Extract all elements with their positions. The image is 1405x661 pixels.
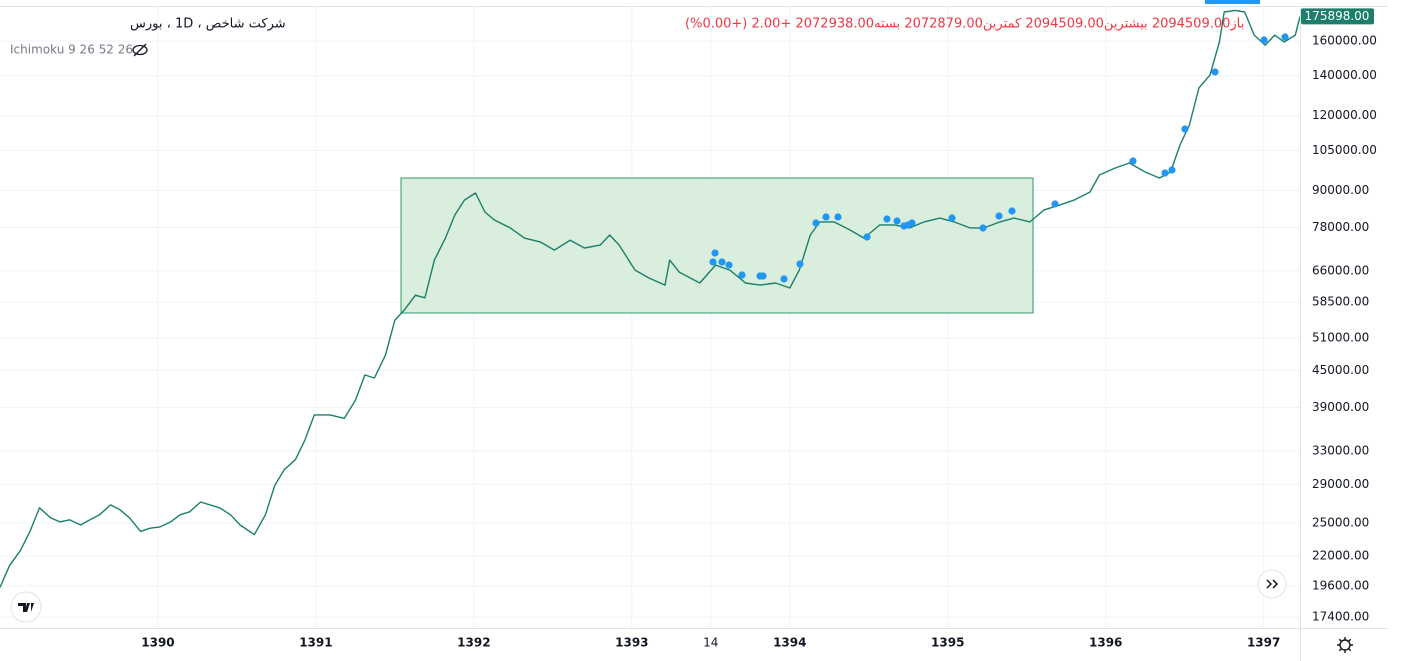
rectangle-drawing[interactable]	[400, 177, 1034, 314]
signal-dot	[979, 224, 987, 232]
tv-logo[interactable]	[10, 591, 42, 623]
y-tick-label: 17400.00	[1312, 610, 1369, 624]
hide-icon[interactable]	[132, 43, 148, 57]
signal-dot	[1211, 68, 1219, 76]
x-tick-label: 1390	[141, 636, 174, 650]
signal-dot	[908, 219, 916, 227]
plot	[0, 9, 1301, 588]
indicator-label: Ichimoku 9 26 52 26	[10, 43, 133, 57]
settings-icon[interactable]	[1337, 637, 1353, 653]
y-tick-label: 120000.00	[1312, 108, 1377, 122]
y-tick-label: 29000.00	[1312, 477, 1369, 491]
x-tick-label: 14	[703, 636, 718, 650]
x-tick-label: 1397	[1247, 636, 1280, 650]
last-price-box	[1301, 8, 1374, 25]
signal-markers	[709, 33, 1289, 283]
price-line	[0, 9, 1301, 588]
signal-dot	[1051, 200, 1059, 208]
signal-dot	[893, 217, 901, 225]
signal-dot	[1181, 125, 1189, 133]
y-tick-label: 105000.00	[1312, 143, 1377, 157]
last-price-label: 175898.00	[1305, 9, 1370, 23]
signal-dot	[759, 272, 767, 280]
x-tick-label: 1391	[299, 636, 332, 650]
x-tick-label: 1392	[457, 636, 490, 650]
signal-dot	[812, 219, 820, 227]
y-tick-label: 33000.00	[1312, 443, 1369, 457]
logo-mark[interactable]	[18, 603, 34, 612]
y-tick-label: 66000.00	[1312, 263, 1369, 277]
x-tick-label: 1396	[1089, 636, 1122, 650]
scroll-arrows[interactable]	[1266, 579, 1279, 589]
scroll-button[interactable]	[1257, 569, 1287, 599]
background	[0, 6, 1388, 661]
signal-dot	[709, 258, 717, 266]
y-tick-label: 58500.00	[1312, 295, 1369, 309]
y-tick-label: 25000.00	[1312, 515, 1369, 529]
y-tick-label: 39000.00	[1312, 400, 1369, 414]
signal-dot	[711, 249, 719, 257]
y-tick-label: 22000.00	[1312, 549, 1369, 563]
symbol-title: شرکت شاخص ، 1D ، بورس	[130, 17, 286, 32]
ohlc-values: باز2094509.00 بیشترین2094509.00 کمترین20…	[685, 17, 1244, 32]
axes: 160000.00 140000.00 120000.00 105000.00 9000…	[141, 8, 1377, 650]
signal-dot	[863, 233, 871, 241]
signal-dot	[1260, 36, 1268, 44]
signal-dot	[995, 212, 1003, 220]
signal-dot	[780, 275, 788, 283]
signal-dot	[1129, 157, 1137, 165]
signal-dot	[1161, 169, 1169, 177]
signal-dot	[834, 213, 842, 221]
y-tick-label: 45000.00	[1312, 363, 1369, 377]
signal-dot	[718, 258, 726, 266]
x-tick-label: 1393	[615, 636, 648, 650]
signal-dot	[1281, 33, 1289, 41]
y-tick-label: 78000.00	[1312, 220, 1369, 234]
y-tick-label: 160000.00	[1312, 34, 1377, 48]
y-tick-label: 140000.00	[1312, 68, 1377, 82]
y-tick-label: 19600.00	[1312, 579, 1369, 593]
eye-slash[interactable]	[133, 43, 147, 57]
signal-dot	[883, 215, 891, 223]
signal-dot	[738, 271, 746, 279]
y-tick-label: 51000.00	[1312, 330, 1369, 344]
signal-dot	[1168, 166, 1176, 174]
grid	[0, 6, 1300, 628]
signal-dot	[822, 213, 830, 221]
y-tick-label: 90000.00	[1312, 183, 1369, 197]
x-tick-label: 1395	[931, 636, 964, 650]
signal-dot	[796, 260, 804, 268]
signal-dot	[948, 214, 956, 222]
x-tick-label: 1394	[773, 636, 806, 650]
signal-dot	[725, 261, 733, 269]
gear-teeth[interactable]	[1337, 637, 1353, 653]
eye[interactable]	[132, 44, 148, 56]
signal-dot	[1008, 207, 1016, 215]
tab-indicator	[1205, 0, 1260, 4]
